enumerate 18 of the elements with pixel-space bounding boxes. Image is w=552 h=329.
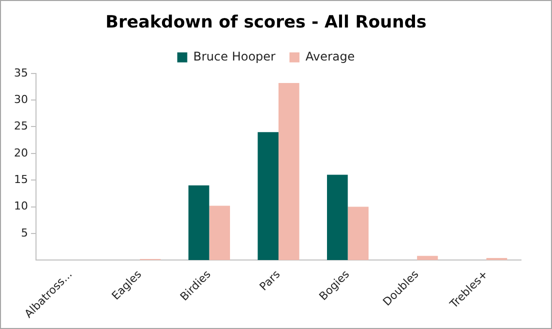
y-tick-label: 20 — [14, 146, 28, 160]
bar — [327, 174, 348, 260]
y-tick-label: 30 — [14, 92, 28, 106]
bar — [209, 206, 230, 260]
bar — [348, 206, 369, 260]
bar — [417, 256, 438, 260]
bar — [188, 185, 210, 260]
y-tick-label: 35 — [14, 66, 28, 80]
y-tick-label: 10 — [14, 200, 28, 213]
legend-label: Average — [305, 50, 355, 64]
y-tick-label: 5 — [20, 226, 28, 240]
bar — [486, 258, 508, 260]
bar — [278, 83, 300, 260]
y-tick-label: 25 — [14, 120, 28, 133]
chart-title: Breakdown of scores - All Rounds — [105, 12, 427, 33]
legend-label: Bruce Hooper — [193, 50, 276, 64]
y-tick-label: 15 — [14, 172, 28, 186]
bar — [258, 132, 278, 260]
